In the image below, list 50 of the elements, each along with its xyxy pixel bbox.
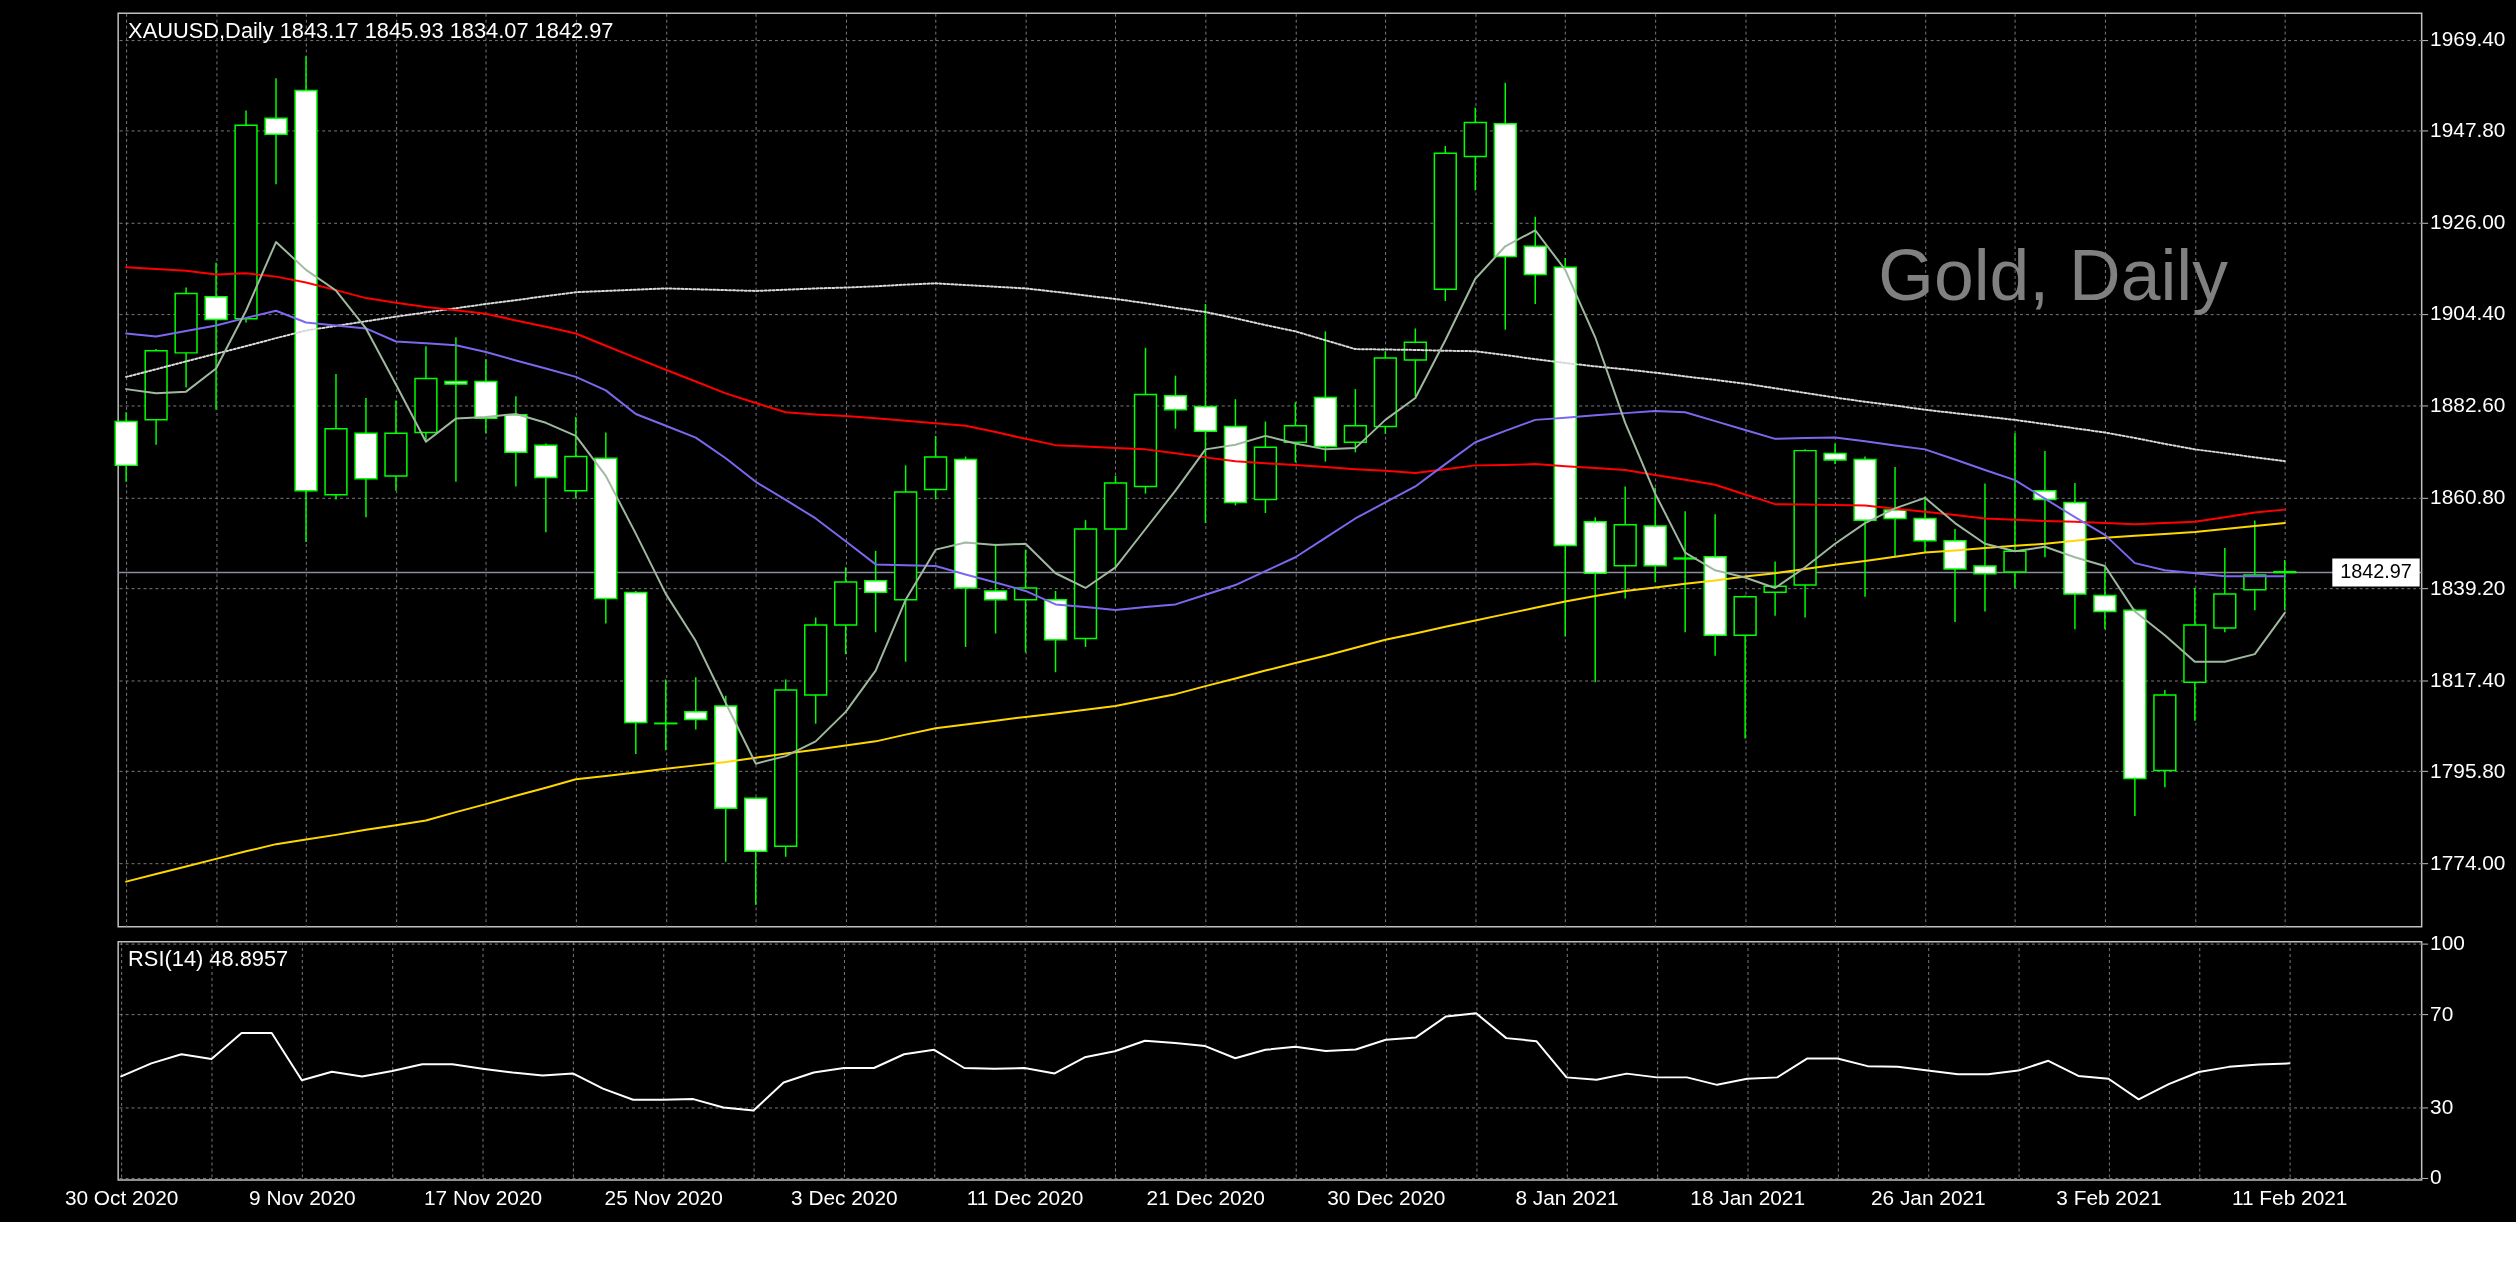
y-tick-label: 1947.80 [2430,118,2506,142]
x-tick-label: 30 Dec 2020 [1327,1186,1446,1210]
candlestick [1163,374,1188,430]
candlestick [1193,303,1218,524]
line-series [120,1012,2291,1112]
y-tick-label: 1860.80 [2430,484,2506,508]
x-tick-label: 8 Jan 2021 [1515,1186,1619,1210]
y-tick-label: 0 [2430,1165,2442,1189]
x-tick-label: 17 Nov 2020 [423,1186,543,1210]
candlestick [264,77,288,186]
y-tick-label: 1795.80 [2430,758,2506,782]
y-tick-label: 1774.00 [2430,850,2506,874]
candlestick [2003,432,2027,589]
x-tick-label: 21 Dec 2020 [1146,1186,1265,1210]
candlestick [2093,566,2117,631]
ref-line-label: 1842.97 [2340,560,2412,583]
candlestick [444,336,468,483]
candlestick [654,678,678,751]
y-tick-label: 1839.20 [2430,575,2506,599]
y-tick-label: 1969.40 [2430,27,2506,51]
x-tick-label: 9 Nov 2020 [249,1186,356,1210]
x-tick-label: 26 Jan 2021 [1870,1186,1986,1210]
annotation: Gold, Daily [1878,235,2229,316]
candlestick [204,261,228,411]
y-tick-label: 1817.40 [2430,667,2506,691]
candlestick [1973,482,1997,613]
y-tick-label: 1904.40 [2430,301,2506,325]
chart-title: RSI(14) 48.8957 [128,946,289,972]
chart-title: XAUUSD,Daily 1843.17 1845.93 1834.07 1842.97 [128,18,614,44]
candlestick [684,676,708,731]
y-tick-label: 1882.60 [2430,393,2506,416]
candlestick [1283,401,1308,464]
y-tick-label: 70 [2430,1001,2454,1025]
line-series [125,522,2286,883]
y-tick-label: 1926.00 [2430,210,2506,234]
y-tick-label: 100 [2430,931,2465,955]
x-tick-label: 11 Dec 2020 [966,1186,1084,1210]
line-series [125,229,2286,765]
candlestick [1343,388,1368,454]
x-tick-label: 3 Feb 2021 [2056,1186,2162,1210]
candlestick [863,550,888,633]
x-tick-label: 11 Feb 2021 [2231,1186,2348,1210]
x-tick-label: 25 Nov 2020 [604,1186,723,1210]
candlestick [1673,510,1697,633]
candlestick [1403,327,1427,398]
x-tick-label: 30 Oct 2020 [64,1186,179,1210]
x-tick-label: 18 Jan 2021 [1690,1186,1806,1210]
y-tick-label: 30 [2430,1094,2454,1118]
x-tick-label: 3 Dec 2020 [791,1186,898,1210]
candlestick [1823,442,1847,465]
